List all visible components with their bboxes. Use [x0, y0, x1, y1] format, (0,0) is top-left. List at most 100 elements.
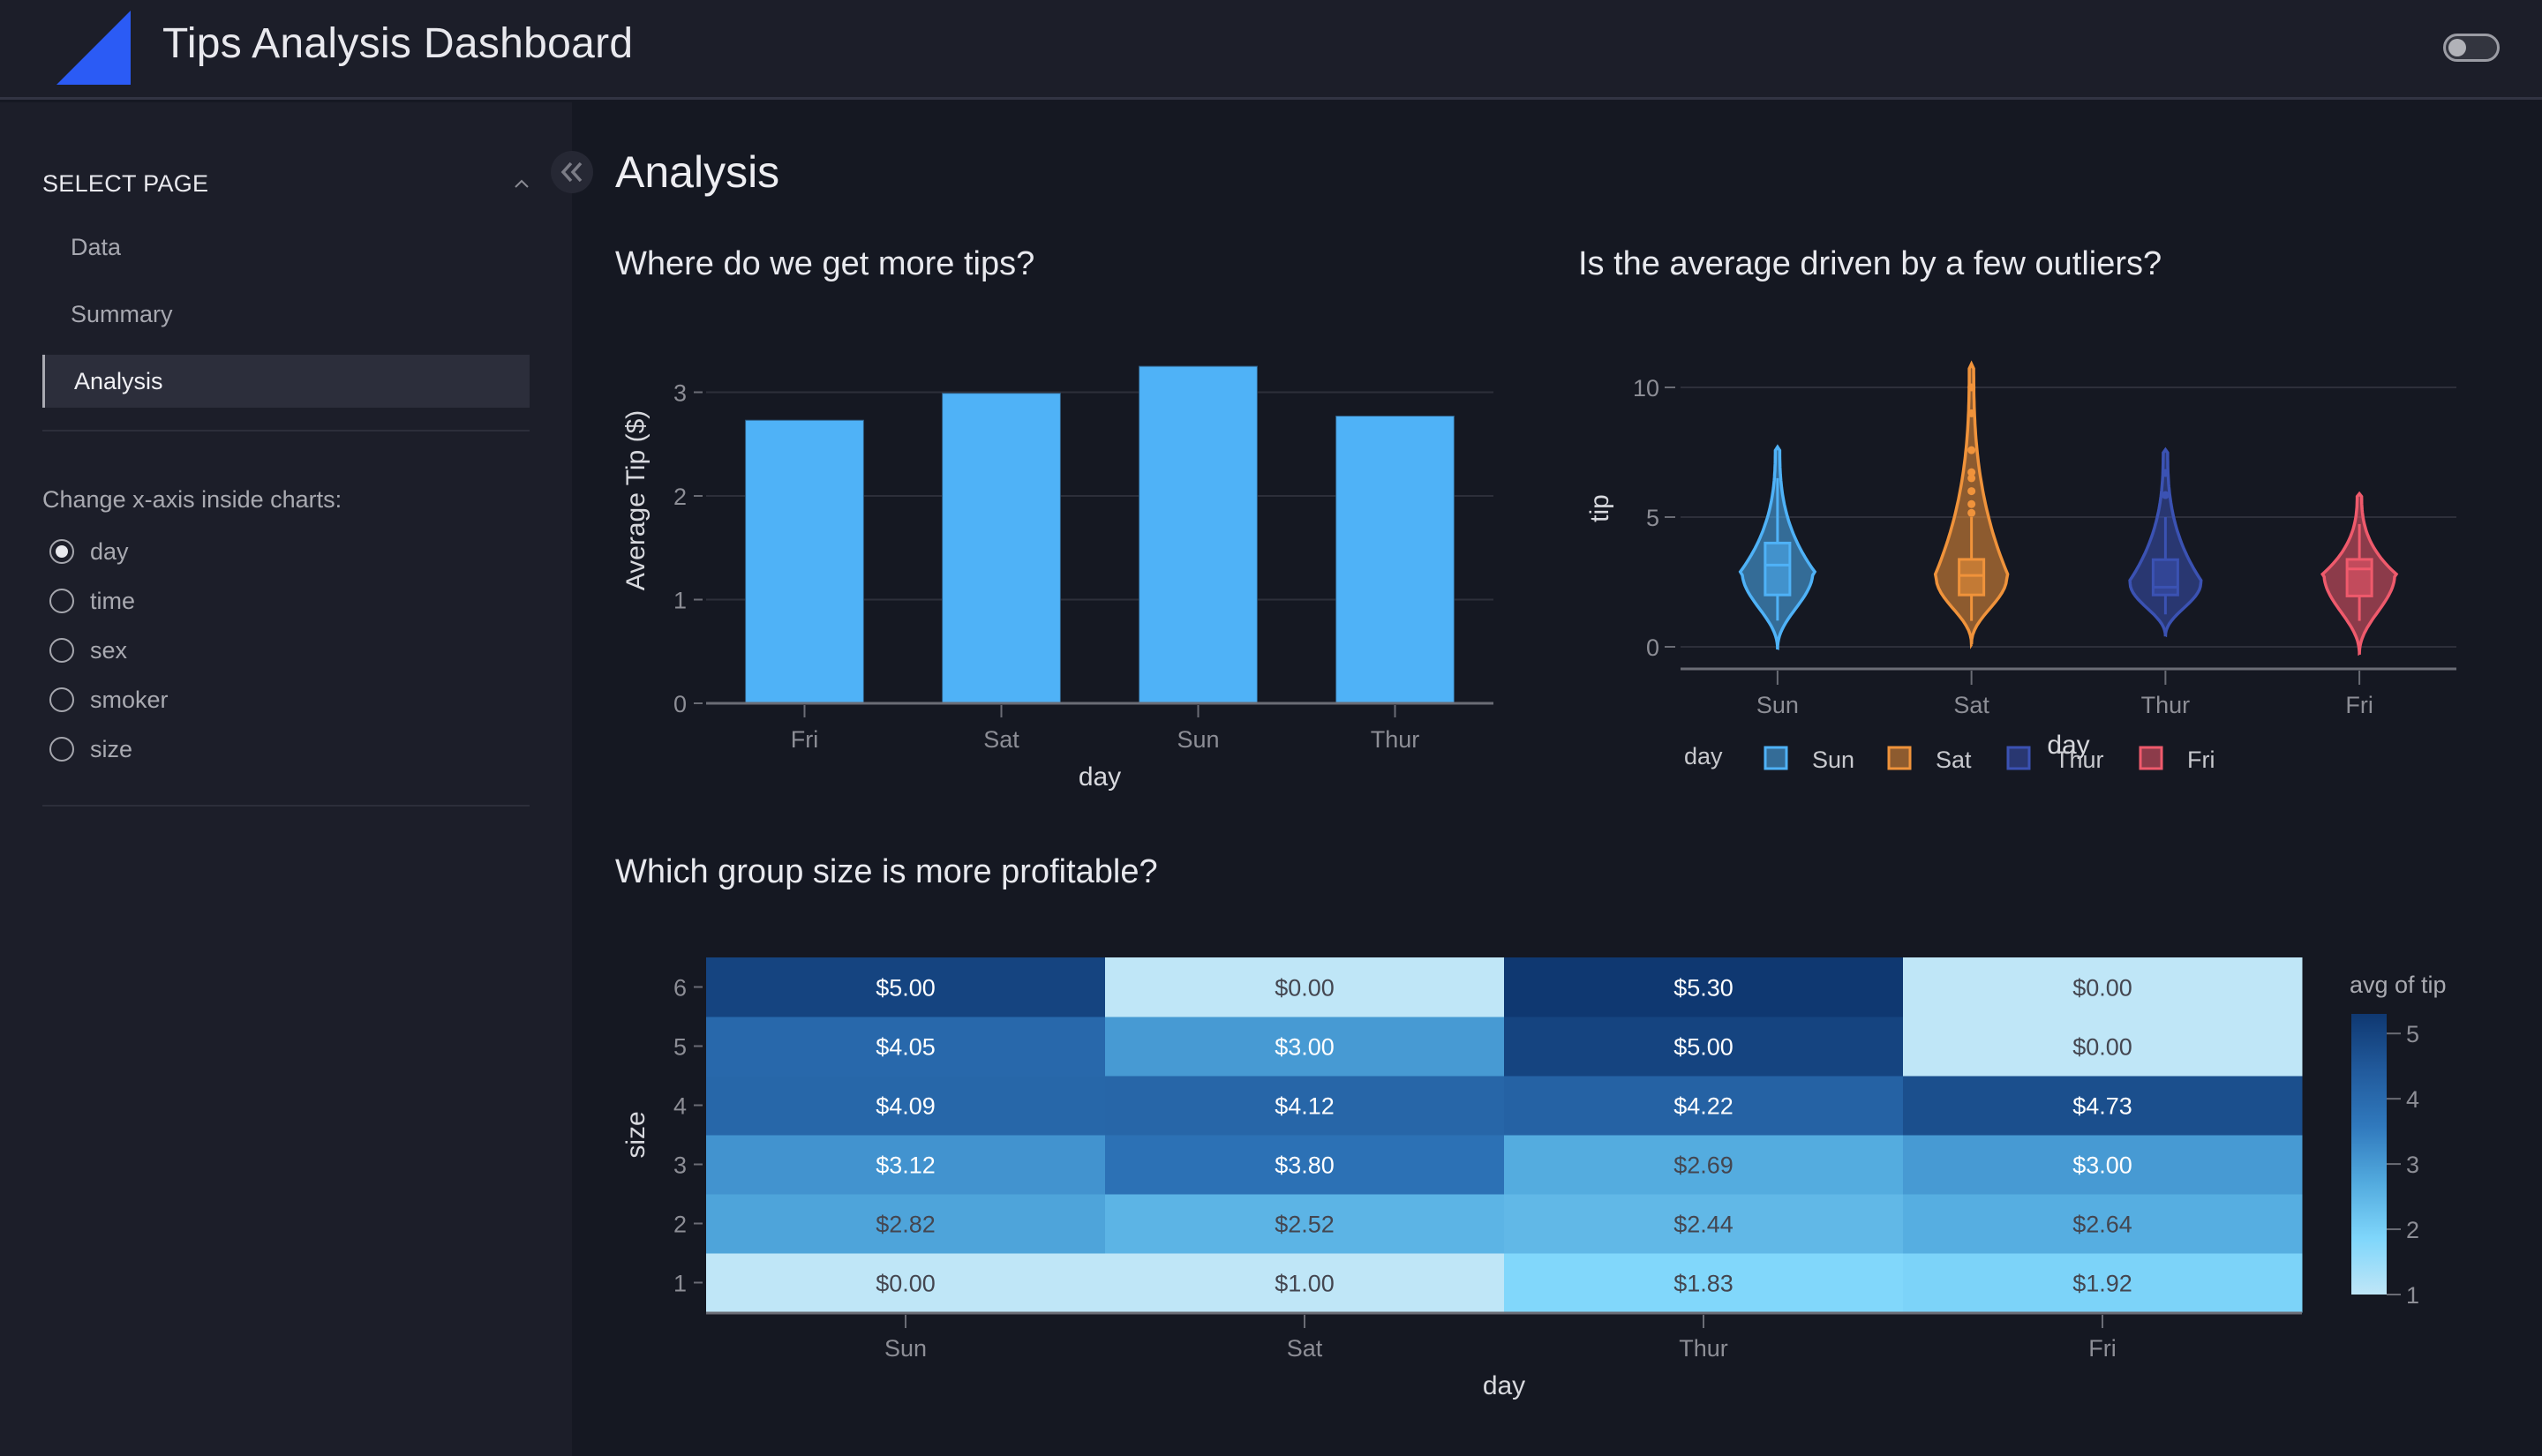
radio-sex[interactable]: sex: [49, 633, 127, 668]
xaxis-radio-title: Change x-axis inside charts:: [42, 486, 342, 513]
legend-item-sun[interactable]: Sun: [1764, 746, 1854, 773]
cell-label: $0.00: [2072, 975, 2132, 1002]
radio-day[interactable]: day: [49, 534, 129, 569]
nav-item-summary[interactable]: Summary: [42, 288, 530, 341]
legend-swatch: [2006, 746, 2031, 770]
heatmap-chart-title: Which group size is more profitable?: [615, 853, 1158, 890]
legend-swatch: [1887, 746, 1912, 770]
outlier-point: [2161, 469, 2170, 477]
colorbar-title: avg of tip: [2350, 972, 2447, 998]
x-axis-title: day: [2047, 731, 2089, 760]
radio-button[interactable]: [49, 737, 74, 762]
outlier-point: [2161, 491, 2170, 499]
heatmap-cell: [1105, 1253, 1505, 1313]
select-page-label: SELECT PAGE: [42, 169, 209, 197]
bar-chart: 0 1 2 3 Fri Sat Sun Thur day Average Tip ($): [621, 365, 1493, 792]
y-tick-label: 10: [1633, 375, 1659, 402]
cell-label: $0.00: [2072, 1034, 2132, 1061]
legend-item-thur[interactable]: Thur: [2006, 746, 2104, 773]
heatmap-cell: [1504, 1194, 1904, 1254]
page-title: Analysis: [615, 147, 780, 197]
radio-button[interactable]: [49, 687, 74, 712]
cell-label: $0.00: [876, 1271, 936, 1297]
sidebar-divider: [42, 805, 530, 807]
x-axis-title: day: [1483, 1371, 1525, 1400]
violin-sat: [1933, 360, 2010, 649]
cell-label: $1.00: [1275, 1271, 1335, 1297]
y-tick-label: 0: [673, 691, 687, 717]
heatmap-cell: [1504, 1017, 1904, 1077]
heatmap-cell: [1903, 1194, 2303, 1254]
y-axis-title: size: [621, 1111, 651, 1158]
y-axis-title: Average Tip ($): [621, 410, 651, 591]
cell-label: $3.80: [1275, 1152, 1335, 1179]
colorbar-tick-label: 4: [2406, 1086, 2419, 1113]
select-page-accordion[interactable]: SELECT PAGE: [42, 166, 530, 201]
nav-item-data[interactable]: Data: [42, 221, 530, 274]
x-tick-label: Sun: [1756, 692, 1799, 718]
outlier-point: [1967, 409, 1976, 417]
heatmap-cell: [1105, 1194, 1505, 1254]
heatmap-cell: [1105, 1076, 1505, 1136]
legend-title: day: [1684, 743, 1723, 769]
y-tick-label: 5: [673, 1034, 687, 1061]
y-tick-label: 1: [673, 1271, 687, 1297]
radio-button[interactable]: [49, 589, 74, 613]
box: [2151, 558, 2179, 597]
y-tick-label: 6: [673, 975, 687, 1002]
cell-label: $4.05: [876, 1034, 936, 1061]
cell-label: $2.52: [1275, 1212, 1335, 1238]
cell-label: $4.22: [1673, 1093, 1734, 1120]
outlier-point: [1967, 474, 1976, 483]
outlier-point: [1967, 468, 1976, 477]
heatmap-cell: [1903, 1253, 2303, 1313]
radio-size[interactable]: size: [49, 732, 132, 767]
violin-sun: [1738, 444, 1817, 650]
colorbar: [2351, 1014, 2387, 1295]
cell-label: $5.30: [1673, 975, 1734, 1002]
colorbar-tick-label: 2: [2406, 1217, 2419, 1243]
radio-button[interactable]: [49, 638, 74, 663]
cell-label: $2.64: [2072, 1212, 2132, 1238]
cell-label: $4.12: [1275, 1093, 1335, 1120]
sidebar: SELECT PAGE Data Summary Analysis Change…: [0, 102, 572, 1456]
box: [1958, 558, 1986, 597]
radio-button-checked[interactable]: [49, 539, 74, 564]
y-tick-label: 3: [673, 1152, 687, 1179]
colorbar-tick-label: 5: [2406, 1021, 2419, 1047]
heatmap-cell: [1105, 957, 1505, 1017]
cell-label: $5.00: [1673, 1034, 1734, 1061]
y-tick-label: 0: [1646, 634, 1659, 661]
collapse-sidebar-button[interactable]: [551, 151, 593, 193]
legend-label: Thur: [2055, 747, 2104, 773]
cell-label: $3.12: [876, 1152, 936, 1179]
heatmap-cell: [1504, 1076, 1904, 1136]
bar-thur: [1335, 416, 1455, 704]
app-title: Tips Analysis Dashboard: [162, 20, 634, 67]
radio-label: sex: [90, 636, 128, 664]
radio-time[interactable]: time: [49, 583, 135, 619]
radio-smoker[interactable]: smoker: [49, 682, 169, 717]
nav-item-analysis[interactable]: Analysis: [42, 355, 530, 408]
heatmap-cell: [1903, 1076, 2303, 1136]
heatmap-cell: [706, 1194, 1106, 1254]
bar-chart-title: Where do we get more tips?: [615, 245, 1035, 282]
heatmap-cell: [1105, 1017, 1505, 1077]
theme-toggle-switch[interactable]: [2443, 34, 2500, 62]
heatmap-cell: [1504, 957, 1904, 1017]
cell-label: $2.82: [876, 1212, 936, 1238]
cell-label: $2.44: [1673, 1212, 1734, 1238]
outlier-point: [1967, 499, 1976, 508]
cell-label: $1.92: [2072, 1271, 2132, 1297]
y-axis-title: tip: [1585, 494, 1614, 522]
app-header: Tips Analysis Dashboard: [0, 0, 2542, 100]
heatmap-cell: [706, 1135, 1106, 1195]
x-tick-label: Sun: [1177, 726, 1219, 753]
x-tick-label: Thur: [1371, 726, 1420, 753]
legend-item-sat[interactable]: Sat: [1887, 746, 1972, 773]
nav-item-label: Analysis: [74, 367, 163, 394]
legend-item-fri[interactable]: Fri: [2139, 746, 2215, 773]
legend-swatch: [2139, 746, 2163, 770]
bar-fri: [745, 419, 864, 704]
